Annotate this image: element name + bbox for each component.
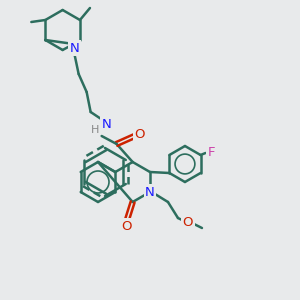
Text: N: N (102, 118, 112, 130)
Text: O: O (122, 220, 132, 232)
Text: N: N (70, 41, 80, 55)
Text: H: H (91, 125, 99, 135)
Text: O: O (134, 128, 145, 140)
Text: F: F (208, 146, 215, 160)
Text: O: O (183, 215, 193, 229)
Text: N: N (145, 185, 155, 199)
